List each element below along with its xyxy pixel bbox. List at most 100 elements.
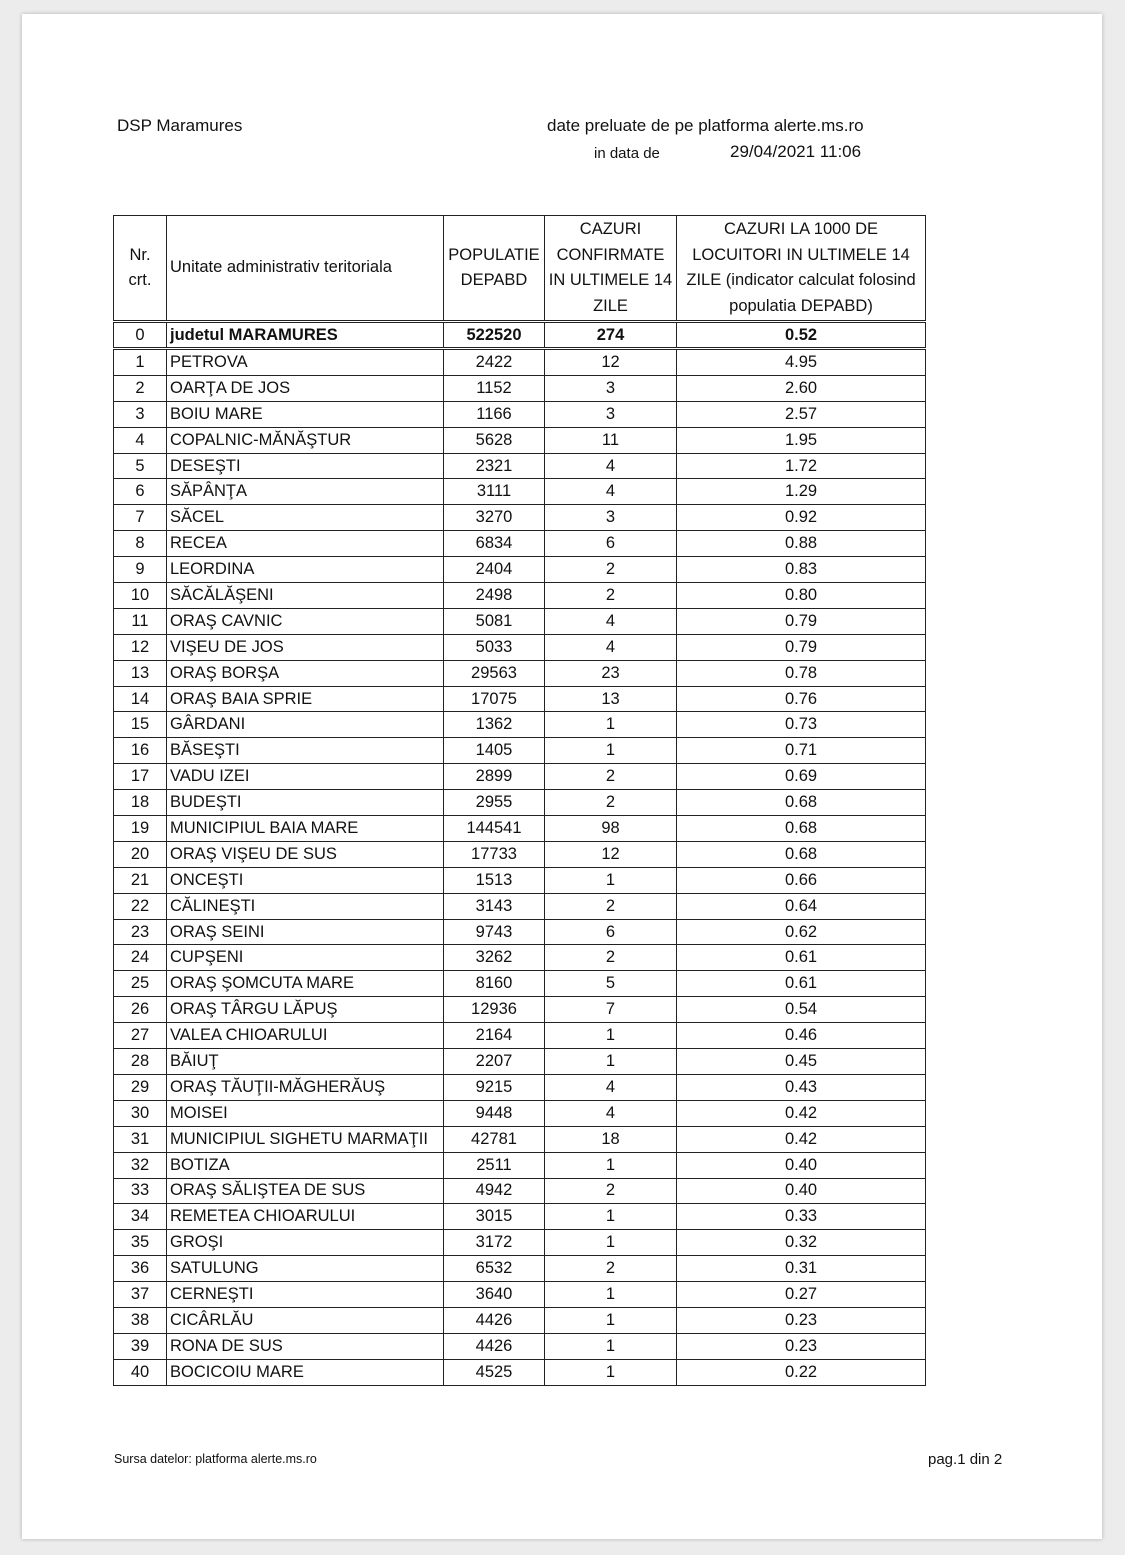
table-row: 11 ORAŞ CAVNIC 5081 4 0.79 <box>113 607 926 635</box>
cell-rate: 1.72 <box>676 452 926 480</box>
cell-cases: 4 <box>544 633 677 661</box>
cell-uat: SĂPÂNŢA <box>166 478 444 506</box>
cell-nr: 12 <box>113 633 167 661</box>
cell-population: 2899 <box>443 763 545 791</box>
cell-nr: 15 <box>113 711 167 739</box>
cell-cases: 18 <box>544 1125 677 1153</box>
cell-uat: REMETEA CHIOARULUI <box>166 1203 444 1231</box>
cell-cases: 11 <box>544 426 677 454</box>
cell-nr: 20 <box>113 840 167 868</box>
cell-rate: 0.66 <box>676 866 926 894</box>
cell-nr: 2 <box>113 374 167 402</box>
cell-rate: 0.42 <box>676 1125 926 1153</box>
cell-nr: 25 <box>113 970 167 998</box>
cell-rate: 0.73 <box>676 711 926 739</box>
cell-uat: RECEA <box>166 530 444 558</box>
cell-population: 29563 <box>443 659 545 687</box>
cell-rate: 0.22 <box>676 1358 926 1386</box>
cell-uat: SĂCEL <box>166 504 444 532</box>
column-header-cases: CAZURI CONFIRMATE IN ULTIMELE 14 ZILE <box>544 215 677 322</box>
cell-uat: SĂCĂLĂŞENI <box>166 582 444 609</box>
organization-name: DSP Maramures <box>117 116 243 135</box>
cell-rate: 0.64 <box>676 892 926 920</box>
cell-rate: 0.61 <box>676 944 926 972</box>
table-row: 9 LEORDINA 2404 2 0.83 <box>113 556 926 584</box>
cell-population: 3015 <box>443 1203 545 1231</box>
cell-rate: 0.31 <box>676 1255 926 1283</box>
cell-uat: judetul MARAMURES <box>166 320 444 350</box>
cell-cases: 1 <box>544 1306 677 1334</box>
cell-cases: 2 <box>544 892 677 920</box>
cell-cases: 2 <box>544 789 677 817</box>
cell-uat: VADU IZEI <box>166 763 444 791</box>
table-row: 17 VADU IZEI 2899 2 0.69 <box>113 763 926 791</box>
cell-cases: 1 <box>544 1151 677 1179</box>
cell-population: 522520 <box>443 320 545 350</box>
cell-cases: 274 <box>544 320 677 350</box>
cell-cases: 5 <box>544 970 677 998</box>
table-row: 15 GÂRDANI 1362 1 0.73 <box>113 711 926 739</box>
cell-nr: 16 <box>113 737 167 765</box>
table-row: 30 MOISEI 9448 4 0.42 <box>113 1099 926 1127</box>
cell-cases: 1 <box>544 1332 677 1360</box>
table-row: 38 CICÂRLĂU 4426 1 0.23 <box>113 1306 926 1334</box>
cell-nr: 35 <box>113 1229 167 1257</box>
cell-uat: BUDEŞTI <box>166 789 444 817</box>
cell-nr: 19 <box>113 815 167 842</box>
cell-rate: 0.83 <box>676 556 926 584</box>
cell-rate: 0.40 <box>676 1151 926 1179</box>
column-header-uat: Unitate administrativ teritoriala <box>166 215 444 322</box>
table-row: 24 CUPŞENI 3262 2 0.61 <box>113 944 926 972</box>
cell-population: 3111 <box>443 478 545 506</box>
cell-nr: 3 <box>113 400 167 428</box>
cell-rate: 0.23 <box>676 1306 926 1334</box>
cell-population: 2422 <box>443 348 545 376</box>
cell-cases: 1 <box>544 711 677 739</box>
table-row: 21 ONCEŞTI 1513 1 0.66 <box>113 866 926 894</box>
cell-rate: 0.92 <box>676 504 926 532</box>
cell-cases: 12 <box>544 348 677 376</box>
cell-population: 2404 <box>443 556 545 584</box>
table-row: 35 GROŞI 3172 1 0.32 <box>113 1229 926 1257</box>
cell-rate: 0.80 <box>676 582 926 609</box>
table-row: 22 CĂLINEŞTI 3143 2 0.64 <box>113 892 926 920</box>
cell-population: 9215 <box>443 1073 545 1101</box>
cell-rate: 2.57 <box>676 400 926 428</box>
cell-cases: 7 <box>544 996 677 1024</box>
cell-cases: 2 <box>544 1255 677 1283</box>
cell-rate: 0.46 <box>676 1022 926 1050</box>
cell-uat: CĂLINEŞTI <box>166 892 444 920</box>
column-header-nr: Nr. crt. <box>113 215 167 322</box>
table-row: 19 MUNICIPIUL BAIA MARE 144541 98 0.68 <box>113 815 926 842</box>
cell-population: 5081 <box>443 607 545 635</box>
data-source-note: date preluate de pe platforma alerte.ms.… <box>547 116 864 135</box>
table-row: 31 MUNICIPIUL SIGHETU MARMAŢII 42781 18 0.42 <box>113 1125 926 1153</box>
cell-nr: 28 <box>113 1048 167 1075</box>
table-row: 8 RECEA 6834 6 0.88 <box>113 530 926 558</box>
cell-population: 8160 <box>443 970 545 998</box>
cell-population: 1166 <box>443 400 545 428</box>
cell-nr: 9 <box>113 556 167 584</box>
table-row: 33 ORAŞ SĂLIŞTEA DE SUS 4942 2 0.40 <box>113 1177 926 1205</box>
cell-uat: CICÂRLĂU <box>166 1306 444 1334</box>
cell-uat: ORAŞ TÂRGU LĂPUŞ <box>166 996 444 1024</box>
table-row: 2 OARŢA DE JOS 1152 3 2.60 <box>113 374 926 402</box>
cell-nr: 4 <box>113 426 167 454</box>
cell-nr: 7 <box>113 504 167 532</box>
cell-nr: 24 <box>113 944 167 972</box>
cell-nr: 34 <box>113 1203 167 1231</box>
cell-nr: 0 <box>113 320 167 350</box>
cell-cases: 2 <box>544 944 677 972</box>
cell-uat: MOISEI <box>166 1099 444 1127</box>
cell-rate: 1.95 <box>676 426 926 454</box>
cell-cases: 3 <box>544 504 677 532</box>
table-row: 5 DESEŞTI 2321 4 1.72 <box>113 452 926 480</box>
cell-uat: MUNICIPIUL BAIA MARE <box>166 815 444 842</box>
cell-cases: 23 <box>544 659 677 687</box>
cell-population: 1513 <box>443 866 545 894</box>
cell-cases: 4 <box>544 452 677 480</box>
cell-population: 4426 <box>443 1332 545 1360</box>
cell-cases: 98 <box>544 815 677 842</box>
cell-nr: 23 <box>113 918 167 946</box>
cell-nr: 31 <box>113 1125 167 1153</box>
